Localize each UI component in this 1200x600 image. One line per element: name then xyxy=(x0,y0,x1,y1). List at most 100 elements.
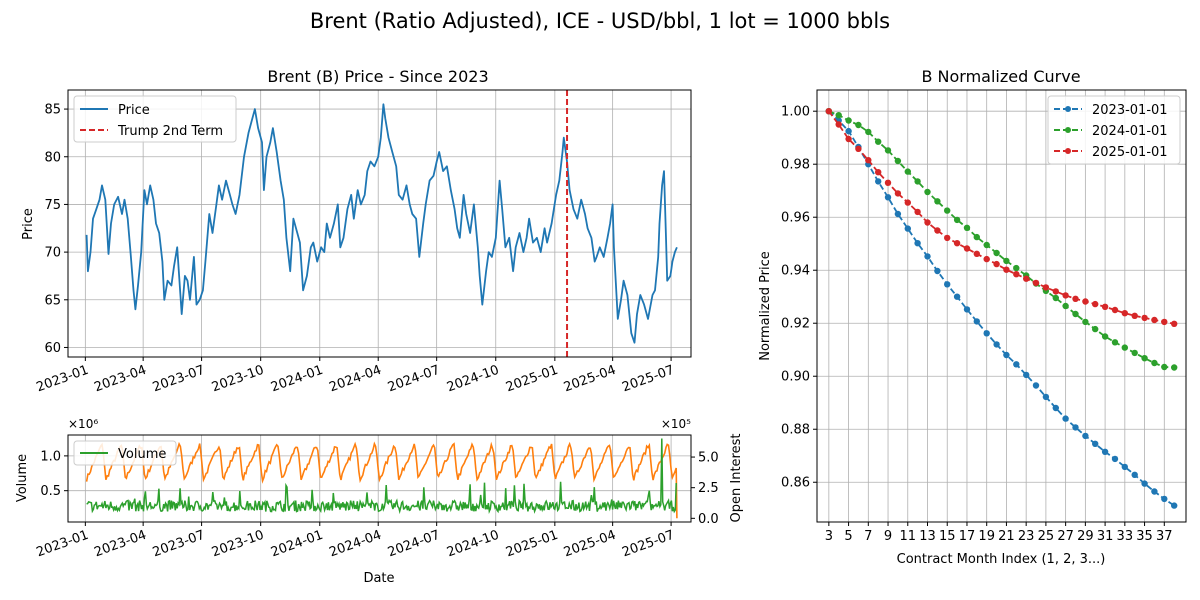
volume-x-tick-label: 2023-07 xyxy=(151,528,207,561)
curve-point xyxy=(953,293,961,300)
volume-x-tick-label: 2023-04 xyxy=(92,528,148,561)
volume-y-label: Volume xyxy=(15,454,30,502)
curve-x-tick-label: 13 xyxy=(919,529,936,544)
curve-legend-box xyxy=(1047,95,1181,165)
curve-point xyxy=(993,260,1000,268)
price-x-tick-label: 2023-07 xyxy=(151,363,207,396)
curve-point xyxy=(1072,310,1079,318)
curve-point xyxy=(1151,316,1158,324)
curve-point xyxy=(1161,495,1168,503)
curve-point xyxy=(1151,488,1158,495)
curve-legend-label: 2023-01-01 xyxy=(1092,103,1168,118)
curve-point xyxy=(1171,364,1178,371)
curve-point xyxy=(904,168,911,175)
price-x-tick-label: 2024-10 xyxy=(445,363,501,396)
curve-point xyxy=(963,245,971,252)
volume-y-tick-label: 1.0 xyxy=(40,449,61,464)
curve-point xyxy=(1171,320,1178,327)
curve-point xyxy=(934,267,941,275)
curve-point xyxy=(1171,502,1178,509)
curve-point xyxy=(1062,292,1069,299)
curve-point xyxy=(1003,257,1010,265)
curve-legend-label: 2025-01-01 xyxy=(1092,145,1168,160)
volume-x-tick-label: 2025-01 xyxy=(504,528,560,561)
curve-point xyxy=(924,188,931,196)
curve-legend-label: 2024-01-01 xyxy=(1092,124,1168,139)
volume-x-tick-label: 2023-01 xyxy=(35,528,91,561)
curve-x-tick-label: 9 xyxy=(884,529,892,544)
curve-point xyxy=(1013,361,1020,368)
curve-point xyxy=(1131,349,1138,357)
curve-point xyxy=(1131,312,1138,319)
volume-x-tick-label: 2024-04 xyxy=(327,528,383,561)
normalized-curve-chart: B Normalized Curve Normalized Price Cont… xyxy=(758,67,1187,567)
curve-point xyxy=(944,234,951,242)
curve-point xyxy=(1111,339,1119,346)
curve-point xyxy=(983,330,990,337)
curve-point xyxy=(924,219,931,226)
curve-point xyxy=(875,169,882,176)
curve-point xyxy=(1151,359,1158,367)
curve-point xyxy=(865,128,872,136)
curve-point xyxy=(855,145,862,152)
curve-point xyxy=(875,178,882,185)
curve-point xyxy=(875,138,882,145)
trump-legend-label: Trump 2nd Term xyxy=(117,124,223,139)
curve-point xyxy=(884,147,892,154)
curve-point xyxy=(983,255,990,263)
curve-point xyxy=(1141,355,1148,362)
curve-point xyxy=(904,225,911,232)
curve-point xyxy=(924,253,931,260)
curve-point xyxy=(1082,298,1089,305)
curve-x-tick-label: 3 xyxy=(825,529,833,544)
curve-point xyxy=(914,178,921,185)
curve-x-label: Contract Month Index (1, 2, 3...) xyxy=(897,552,1106,567)
curve-x-tick-label: 27 xyxy=(1057,529,1074,544)
curve-point xyxy=(914,240,921,247)
curve-point xyxy=(825,108,832,115)
price-y-tick-label: 75 xyxy=(44,198,61,213)
price-y-tick-label: 65 xyxy=(44,293,61,308)
curve-point xyxy=(1062,302,1069,310)
curve-point xyxy=(835,112,842,119)
curve-y-tick-label: 0.96 xyxy=(781,211,810,226)
curve-x-tick-label: 5 xyxy=(844,529,852,544)
curve-y-tick-label: 0.92 xyxy=(781,317,810,332)
curve-point xyxy=(993,249,1000,257)
curve-point xyxy=(1101,333,1109,340)
price-chart: Brent (B) Price - Since 2023 Price 60 65 7… xyxy=(21,67,692,396)
volume-line xyxy=(86,438,677,515)
volume-y-tick-label: 0.5 xyxy=(40,484,61,499)
curve-point xyxy=(973,250,980,257)
curve-y-tick-label: 0.86 xyxy=(781,476,810,491)
volume-series xyxy=(85,438,678,519)
volume-x-tick-label: 2023-10 xyxy=(210,528,266,561)
curve-legend-marker xyxy=(1065,148,1071,154)
curve-x-tick-label: 25 xyxy=(1038,529,1055,544)
curve-point xyxy=(1052,288,1060,295)
curve-point xyxy=(1092,440,1099,447)
curve-point xyxy=(934,227,941,234)
curve-point xyxy=(993,341,1000,348)
price-y-label: Price xyxy=(21,208,36,240)
volume-x-tick-label: 2025-04 xyxy=(562,528,618,561)
price-x-tick-label: 2023-04 xyxy=(92,363,148,396)
curve-point xyxy=(1013,264,1020,272)
curve-x-tick-label: 11 xyxy=(899,529,916,544)
curve-point xyxy=(1013,271,1020,278)
curve-point xyxy=(1092,325,1099,333)
curve-x-tick-label: 17 xyxy=(959,529,976,544)
curve-x-tick-label: 15 xyxy=(939,529,956,544)
curve-point xyxy=(944,281,951,288)
volume-legend: Volume xyxy=(73,440,177,466)
curve-point xyxy=(983,241,990,249)
curve-point xyxy=(1022,275,1030,282)
curve-point xyxy=(1101,303,1109,310)
curve-point xyxy=(953,240,961,247)
curve-point xyxy=(1101,448,1109,455)
volume-legend-box xyxy=(73,440,177,466)
curve-point xyxy=(963,224,971,231)
curve-point xyxy=(1032,279,1040,287)
curve-point xyxy=(835,121,842,128)
